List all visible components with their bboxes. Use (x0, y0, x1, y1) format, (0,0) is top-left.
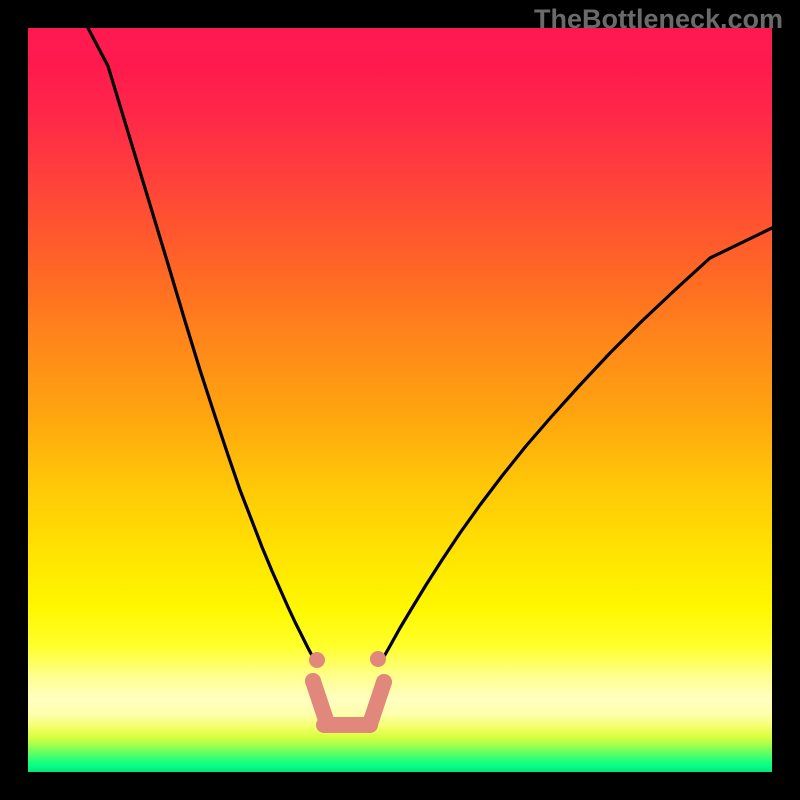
gradient-background (28, 28, 772, 772)
watermark-text: TheBottleneck.com (534, 4, 783, 35)
chart-svg (0, 0, 800, 800)
